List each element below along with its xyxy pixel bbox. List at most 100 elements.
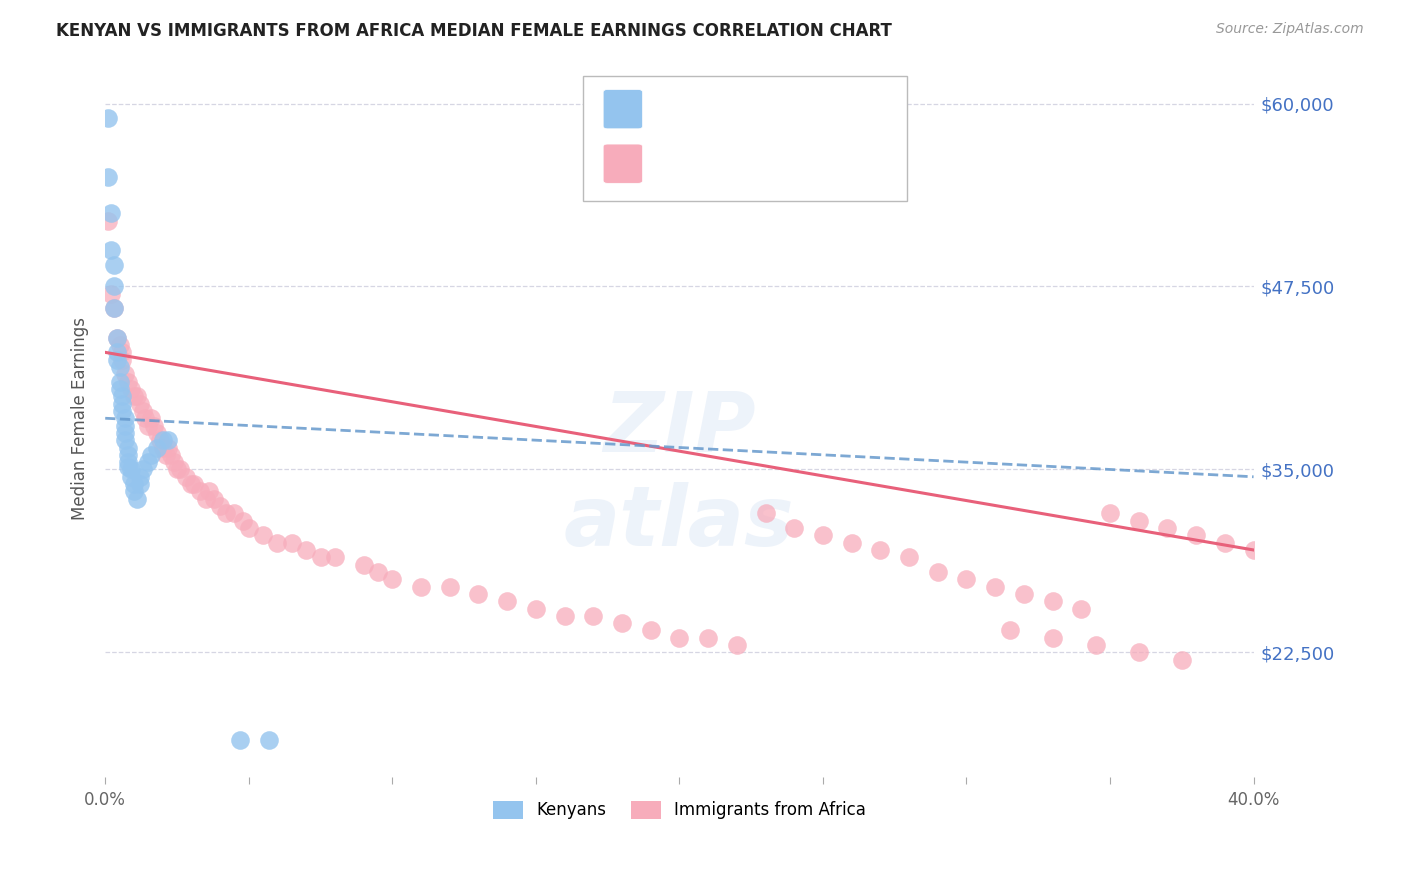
Point bbox=[114, 418, 136, 433]
Point bbox=[1243, 543, 1265, 558]
Point bbox=[202, 491, 225, 506]
Point bbox=[188, 484, 211, 499]
Point bbox=[114, 425, 136, 440]
Point bbox=[114, 411, 136, 425]
Point bbox=[1084, 638, 1107, 652]
Point bbox=[146, 425, 169, 440]
Point bbox=[323, 550, 346, 565]
Point bbox=[111, 404, 134, 418]
Point bbox=[103, 258, 125, 272]
Point bbox=[152, 441, 174, 455]
Point bbox=[582, 608, 605, 623]
Point bbox=[1098, 507, 1121, 521]
Point bbox=[155, 448, 177, 462]
Point bbox=[111, 396, 134, 410]
Point bbox=[381, 572, 404, 586]
Point bbox=[668, 631, 690, 645]
Point bbox=[108, 338, 131, 352]
Text: R = -0.520   N = 83: R = -0.520 N = 83 bbox=[650, 154, 813, 173]
Point bbox=[117, 375, 139, 389]
Point bbox=[117, 448, 139, 462]
Point bbox=[984, 580, 1007, 594]
Point bbox=[131, 462, 153, 476]
Point bbox=[136, 455, 159, 469]
Point bbox=[125, 491, 148, 506]
Point bbox=[266, 535, 288, 549]
Point bbox=[725, 638, 748, 652]
Point bbox=[811, 528, 834, 542]
Point bbox=[103, 279, 125, 293]
Text: R = -0.096   N = 39: R = -0.096 N = 39 bbox=[650, 100, 813, 118]
Point bbox=[117, 441, 139, 455]
Text: Source: ZipAtlas.com: Source: ZipAtlas.com bbox=[1216, 22, 1364, 37]
Point bbox=[157, 441, 180, 455]
Point bbox=[783, 521, 806, 535]
Point bbox=[238, 521, 260, 535]
Point bbox=[1042, 594, 1064, 608]
Point bbox=[160, 448, 183, 462]
Point bbox=[955, 572, 977, 586]
Point bbox=[1012, 587, 1035, 601]
Point bbox=[108, 382, 131, 396]
Point bbox=[1213, 535, 1236, 549]
Point bbox=[1171, 653, 1194, 667]
Point bbox=[754, 507, 776, 521]
Point bbox=[281, 535, 304, 549]
Point bbox=[229, 733, 252, 747]
Point bbox=[100, 243, 122, 257]
Point bbox=[100, 206, 122, 220]
Point bbox=[111, 345, 134, 359]
Point bbox=[100, 286, 122, 301]
Text: KENYAN VS IMMIGRANTS FROM AFRICA MEDIAN FEMALE EARNINGS CORRELATION CHART: KENYAN VS IMMIGRANTS FROM AFRICA MEDIAN … bbox=[56, 22, 893, 40]
Point bbox=[122, 484, 145, 499]
Point bbox=[134, 411, 156, 425]
Point bbox=[117, 455, 139, 469]
Point bbox=[97, 169, 120, 184]
Point bbox=[295, 543, 318, 558]
Point bbox=[1185, 528, 1208, 542]
Point bbox=[120, 470, 142, 484]
Point bbox=[841, 535, 863, 549]
Point bbox=[1156, 521, 1178, 535]
Point bbox=[169, 462, 191, 476]
Point bbox=[108, 359, 131, 374]
Point bbox=[467, 587, 489, 601]
Point bbox=[103, 301, 125, 316]
Point bbox=[105, 331, 128, 345]
Point bbox=[136, 418, 159, 433]
Point bbox=[149, 433, 172, 447]
Point bbox=[128, 396, 150, 410]
Point bbox=[146, 441, 169, 455]
Point bbox=[257, 733, 280, 747]
Point bbox=[232, 514, 254, 528]
Point bbox=[224, 507, 246, 521]
Y-axis label: Median Female Earnings: Median Female Earnings bbox=[72, 317, 89, 520]
Point bbox=[1128, 645, 1150, 659]
Point bbox=[209, 499, 232, 513]
Point bbox=[128, 470, 150, 484]
Point bbox=[998, 624, 1021, 638]
Point bbox=[105, 331, 128, 345]
Point bbox=[157, 433, 180, 447]
Point bbox=[111, 389, 134, 403]
Point bbox=[120, 382, 142, 396]
Point bbox=[215, 507, 238, 521]
Point bbox=[697, 631, 720, 645]
Point bbox=[131, 404, 153, 418]
Point bbox=[174, 470, 197, 484]
Point bbox=[640, 624, 662, 638]
Point bbox=[141, 448, 163, 462]
Point bbox=[409, 580, 432, 594]
Point bbox=[869, 543, 891, 558]
Point bbox=[183, 477, 205, 491]
Point bbox=[114, 433, 136, 447]
Point bbox=[194, 491, 217, 506]
Point bbox=[122, 477, 145, 491]
Point bbox=[524, 601, 547, 615]
Point bbox=[143, 418, 166, 433]
Point bbox=[197, 484, 219, 499]
Point bbox=[117, 459, 139, 474]
Point bbox=[108, 375, 131, 389]
Point bbox=[120, 462, 142, 476]
Text: ZIP
atlas: ZIP atlas bbox=[564, 388, 794, 563]
